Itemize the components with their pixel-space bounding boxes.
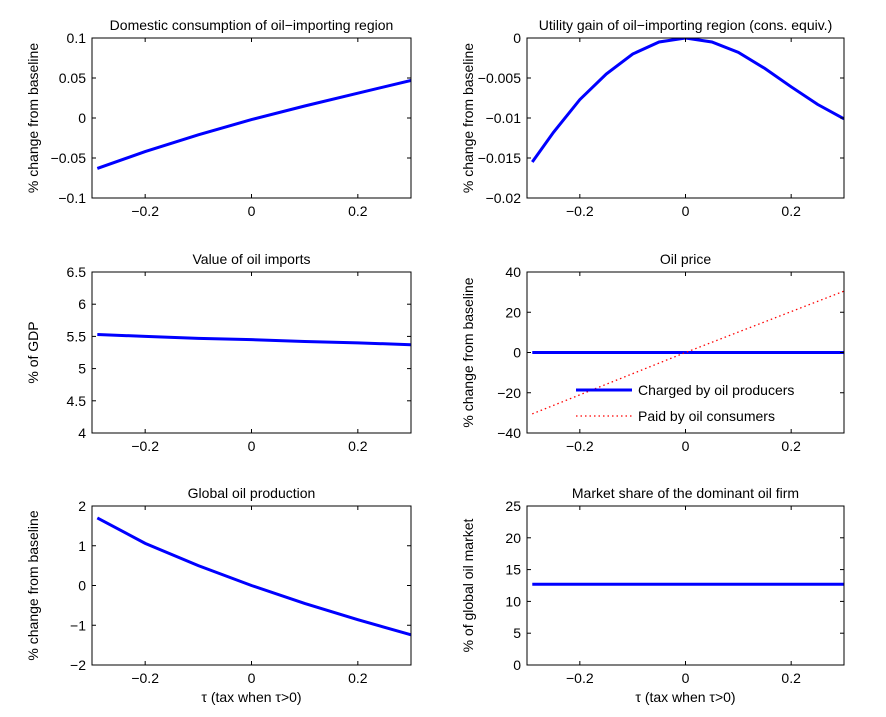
x-tick-label: 0.2 <box>781 203 801 219</box>
x-tick-label: 0 <box>682 670 690 686</box>
y-tick-label: −1 <box>70 617 86 633</box>
subplot-title: Market share of the dominant oil firm <box>572 485 799 501</box>
x-tick-label: 0.2 <box>348 203 368 219</box>
x-tick-label: −0.2 <box>131 438 159 454</box>
legend-label-1: Charged by oil producers <box>638 382 794 398</box>
y-axis-label: % change from baseline <box>460 277 476 427</box>
subplot-5: −0.2 0 0.2 −2 −1 0 1 2 Global oil production % ch… <box>25 485 412 705</box>
y-axis-label: % change from baseline <box>25 510 41 660</box>
y-tick-label: 5 <box>513 625 521 641</box>
subplot-6: −0.2 0 0.2 0 5 10 15 20 25 Market share of the do… <box>460 485 845 705</box>
x-tick-label: 0 <box>248 670 256 686</box>
y-tick-label: 6.5 <box>67 264 87 280</box>
y-tick-label: 1 <box>78 538 86 554</box>
y-tick-label: 20 <box>505 304 521 320</box>
series-line-1 <box>531 38 844 163</box>
y-tick-label: 4.5 <box>67 393 87 409</box>
series-line-2 <box>532 290 844 415</box>
subplot-4: −0.2 0 0.2 −40 −20 0 20 40 Oil price % change fro… <box>460 251 845 454</box>
y-tick-label: 10 <box>505 593 521 609</box>
subplot-title: Value of oil imports <box>192 251 310 267</box>
y-tick-label: 6 <box>78 296 86 312</box>
y-tick-label: −0.005 <box>478 70 521 86</box>
y-tick-label: 0 <box>78 110 86 126</box>
y-axis-label: % of global oil market <box>460 518 476 652</box>
series-line-1 <box>97 332 411 347</box>
legend: Charged by oil producers Paid by oil cons… <box>576 382 794 424</box>
x-tick-label: −0.2 <box>566 670 594 686</box>
y-tick-label: 4 <box>78 425 86 441</box>
y-tick-label: 0 <box>513 30 521 46</box>
plot-area <box>92 272 411 433</box>
x-tick-label: 0.2 <box>348 670 368 686</box>
x-tick-label: 0.2 <box>781 438 801 454</box>
plot-area <box>527 38 844 198</box>
x-tick-label: −0.2 <box>131 203 159 219</box>
y-tick-label: 40 <box>505 264 521 280</box>
x-tick-label: −0.2 <box>566 203 594 219</box>
y-tick-label: 5 <box>78 361 86 377</box>
y-tick-label: 15 <box>505 562 521 578</box>
y-tick-label: 0.05 <box>59 70 86 86</box>
y-axis-label: % change from baseline <box>25 43 41 193</box>
x-axis-label: τ (tax when τ>0) <box>201 689 301 705</box>
y-tick-label: 25 <box>505 498 521 514</box>
series-line-1 <box>96 78 411 170</box>
y-tick-label: −20 <box>497 385 521 401</box>
y-tick-label: −2 <box>70 657 86 673</box>
y-tick-label: −0.05 <box>51 150 87 166</box>
y-tick-label: −0.01 <box>486 110 522 126</box>
y-tick-label: 5.5 <box>67 328 87 344</box>
y-tick-label: 2 <box>78 498 86 514</box>
x-axis-label: τ (tax when τ>0) <box>635 689 735 705</box>
subplot-title: Domestic consumption of oil−importing re… <box>110 17 394 33</box>
legend-label-2: Paid by oil consumers <box>638 408 775 424</box>
series-line-1 <box>96 516 411 637</box>
subplot-3: −0.2 0 0.2 4 4.5 5 5.5 6 6.5 Value of oil imports… <box>25 251 412 454</box>
x-tick-label: 0 <box>248 203 256 219</box>
y-tick-label: 0 <box>78 578 86 594</box>
x-tick-label: 0.2 <box>781 670 801 686</box>
x-tick-label: −0.2 <box>566 438 594 454</box>
x-tick-label: 0 <box>682 203 690 219</box>
y-axis-label: % of GDP <box>25 321 41 383</box>
x-tick-label: 0 <box>682 438 690 454</box>
subplot-2: −0.2 0 0.2 −0.02 −0.015 −0.01 −0.005 0 Utility g… <box>460 17 845 219</box>
y-tick-label: −0.015 <box>478 150 521 166</box>
y-axis-label: % change from baseline <box>460 43 476 193</box>
subplot-title: Global oil production <box>188 485 316 501</box>
x-tick-label: −0.2 <box>131 670 159 686</box>
subplot-title: Oil price <box>660 251 712 267</box>
y-tick-label: 20 <box>505 530 521 546</box>
y-tick-label: −40 <box>497 425 521 441</box>
x-tick-label: 0 <box>248 438 256 454</box>
subplot-title: Utility gain of oil−importing region (co… <box>539 17 833 33</box>
plot-area <box>92 38 411 198</box>
y-tick-label: −0.1 <box>58 190 86 206</box>
y-tick-label: −0.02 <box>486 190 522 206</box>
y-tick-label: 0 <box>513 657 521 673</box>
y-tick-label: 0.1 <box>67 30 87 46</box>
x-tick-label: 0.2 <box>348 438 368 454</box>
y-tick-label: 0 <box>513 345 521 361</box>
subplot-1: −0.2 0 0.2 −0.1 −0.05 0 0.05 0.1 Domestic consum… <box>25 17 412 219</box>
